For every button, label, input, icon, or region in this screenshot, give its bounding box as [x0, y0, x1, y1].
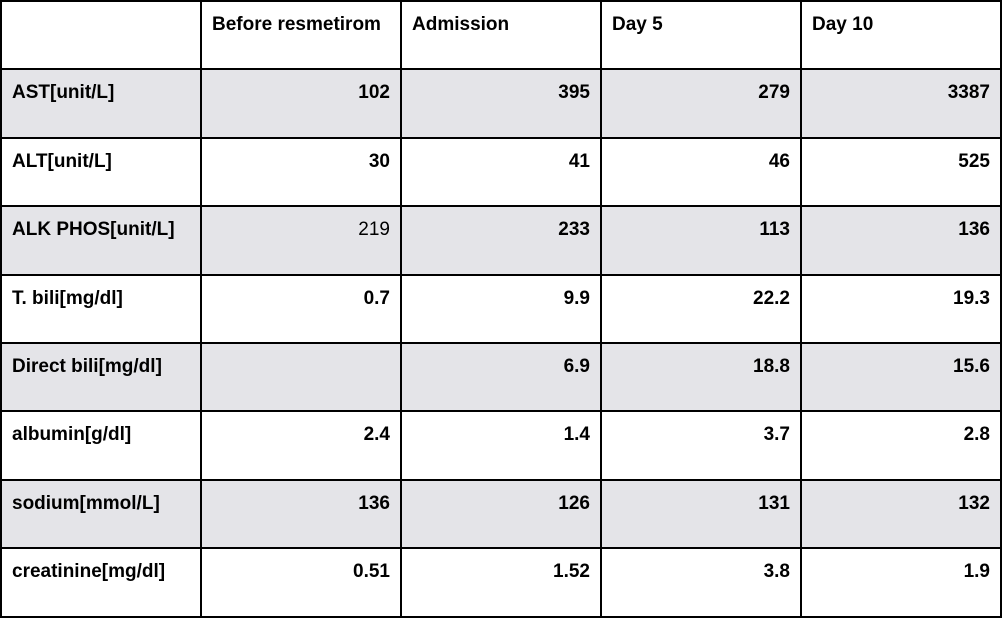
value-before: [200, 341, 402, 413]
value-day-10: 19.3: [800, 273, 1002, 344]
value-day-10: 1.9: [800, 547, 1002, 618]
value-before: 2.4: [200, 410, 402, 481]
value-day-10: 132: [800, 478, 1002, 550]
value-admission: 233: [400, 205, 602, 276]
value-day-10: 525: [800, 136, 1002, 208]
value-admission: 1.52: [400, 547, 602, 618]
table-row-direct-bili: Direct bili[mg/dl] 6.9 18.8 15.6: [0, 341, 1002, 413]
value-day-5: 3.8: [600, 547, 802, 618]
value-day-10: 15.6: [800, 341, 1002, 413]
value-admission: 9.9: [400, 273, 602, 344]
value-day-10: 2.8: [800, 410, 1002, 481]
table-row-ast: AST[unit/L] 102 395 279 3387: [0, 68, 1002, 139]
value-day-5: 131: [600, 478, 802, 550]
row-label: AST[unit/L]: [0, 68, 202, 139]
value-admission: 6.9: [400, 341, 602, 413]
value-admission: 126: [400, 478, 602, 550]
value-day-5: 22.2: [600, 273, 802, 344]
row-label: ALT[unit/L]: [0, 136, 202, 208]
row-label: Direct bili[mg/dl]: [0, 341, 202, 413]
row-label: ALK PHOS[unit/L]: [0, 205, 202, 276]
row-label: creatinine[mg/dl]: [0, 547, 202, 618]
value-admission: 1.4: [400, 410, 602, 481]
value-admission: 41: [400, 136, 602, 208]
header-before-resmetirom: Before resmetirom: [200, 0, 402, 71]
value-before: 0.7: [200, 273, 402, 344]
value-before: 0.51: [200, 547, 402, 618]
table-row-albumin: albumin[g/dl] 2.4 1.4 3.7 2.8: [0, 410, 1002, 481]
value-day-10: 3387: [800, 68, 1002, 139]
table-row-t-bili: T. bili[mg/dl] 0.7 9.9 22.2 19.3: [0, 273, 1002, 344]
value-before: 102: [200, 68, 402, 139]
header-day-5: Day 5: [600, 0, 802, 71]
value-day-5: 46: [600, 136, 802, 208]
value-day-5: 113: [600, 205, 802, 276]
header-row: Before resmetirom Admission Day 5 Day 10: [0, 0, 1002, 71]
value-before: 136: [200, 478, 402, 550]
row-label: albumin[g/dl]: [0, 410, 202, 481]
row-label: T. bili[mg/dl]: [0, 273, 202, 344]
value-day-5: 3.7: [600, 410, 802, 481]
table-row-sodium: sodium[mmol/L] 136 126 131 132: [0, 478, 1002, 550]
table-row-creatinine: creatinine[mg/dl] 0.51 1.52 3.8 1.9: [0, 547, 1002, 618]
value-day-5: 279: [600, 68, 802, 139]
value-day-5: 18.8: [600, 341, 802, 413]
value-before: 30: [200, 136, 402, 208]
header-admission: Admission: [400, 0, 602, 71]
table-row-alk-phos: ALK PHOS[unit/L] 219 233 113 136: [0, 205, 1002, 276]
value-before: 219: [200, 205, 402, 276]
value-day-10: 136: [800, 205, 1002, 276]
row-label: sodium[mmol/L]: [0, 478, 202, 550]
value-admission: 395: [400, 68, 602, 139]
header-day-10: Day 10: [800, 0, 1002, 71]
table-row-alt: ALT[unit/L] 30 41 46 525: [0, 136, 1002, 208]
header-empty-cell: [0, 0, 202, 71]
